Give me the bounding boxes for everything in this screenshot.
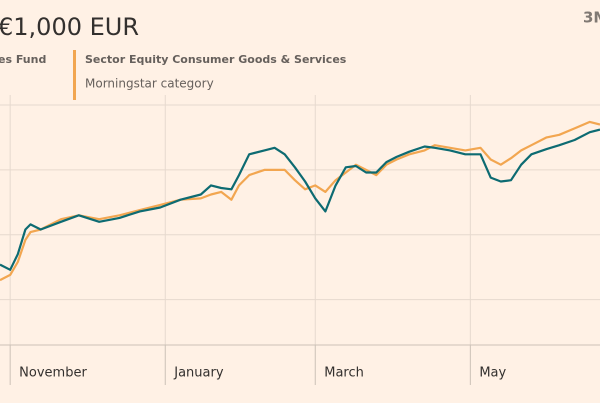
x-tick-label: May [479,366,506,381]
series-line [0,120,600,282]
legend-swatch [73,50,76,100]
chart-title: €1,000 EUR [0,13,139,41]
x-tick-label: January [173,366,224,381]
period-button[interactable]: 3M [583,9,600,27]
x-tick-label: March [324,366,364,381]
legend-label: Sector Equity Consumer Goods & Services [85,53,347,66]
legend-sublabel: Morningstar category [85,77,214,91]
x-tick-label: November [19,366,87,381]
legend-label: es Fund [0,53,46,66]
series-line [0,128,600,271]
